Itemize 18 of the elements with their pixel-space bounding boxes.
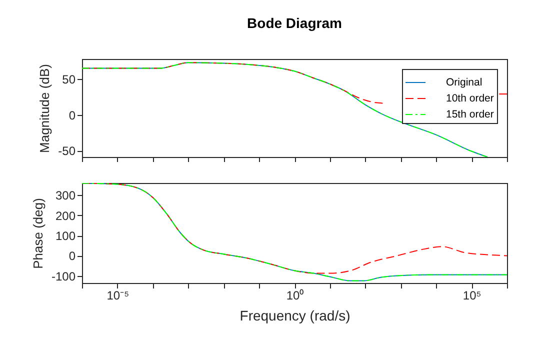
y-tick-label: 0 — [68, 108, 76, 122]
y-axis-title: Magnitude (dB) — [37, 64, 52, 153]
y-axis-title: Phase (deg) — [30, 198, 46, 269]
x-tick-label: 10⁰ — [286, 288, 304, 302]
y-tick-label: -50 — [58, 144, 76, 158]
y-tick-label: 0 — [68, 249, 76, 264]
y-tick-label: 300 — [55, 188, 76, 203]
y-tick-label: -100 — [51, 269, 76, 284]
legend-label: Original — [446, 76, 482, 88]
x-tick-label: 10⁵ — [462, 288, 482, 302]
chart-title: Bode Diagram — [247, 15, 342, 31]
y-tick-label: 50 — [62, 72, 76, 87]
legend-label: 15th order — [446, 108, 494, 120]
x-axis-title: Frequency (rad/s) — [240, 308, 350, 324]
legend-label: 10th order — [446, 92, 494, 104]
y-tick-label: 100 — [55, 229, 76, 244]
x-tick-label: 10⁻⁵ — [106, 288, 130, 302]
y-tick-label: 200 — [55, 208, 76, 223]
